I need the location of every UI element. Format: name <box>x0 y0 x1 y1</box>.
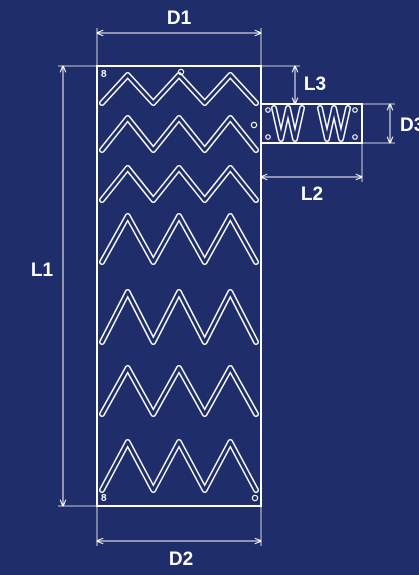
side-marker-top-right <box>352 107 358 113</box>
side-marker-bottom-right <box>352 134 358 140</box>
marker-ring-right <box>250 121 258 129</box>
side-marker-top-left <box>265 107 271 113</box>
side-stent-rings <box>271 105 351 142</box>
label-l2: L2 <box>301 184 323 205</box>
side-ring-2-inner <box>318 106 350 141</box>
main-ring-6-inner <box>100 366 258 416</box>
marker-top-left: 8 <box>101 69 107 80</box>
main-ring-4-inner <box>100 214 258 264</box>
side-marker-bottom-left <box>265 134 271 140</box>
main-stent-frame <box>96 65 262 507</box>
main-ring-2-inner <box>100 116 258 152</box>
main-ring-5-inner <box>100 290 258 344</box>
label-d2: D2 <box>169 549 193 570</box>
marker-bottom-left: 8 <box>101 493 107 504</box>
marker-ring-top <box>177 68 185 76</box>
side-stent-frame <box>260 103 363 144</box>
main-ring-7-inner <box>100 440 258 492</box>
main-stent-rings <box>99 72 259 493</box>
marker-ring-bottom <box>251 494 259 502</box>
label-l1: L1 <box>31 260 54 281</box>
main-ring-3-inner <box>100 166 258 202</box>
label-l3: L3 <box>304 74 326 95</box>
label-d3: D3 <box>400 115 419 136</box>
label-d1: D1 <box>167 8 192 29</box>
side-ring-1-inner <box>272 106 304 141</box>
main-ring-1-inner <box>100 73 258 105</box>
